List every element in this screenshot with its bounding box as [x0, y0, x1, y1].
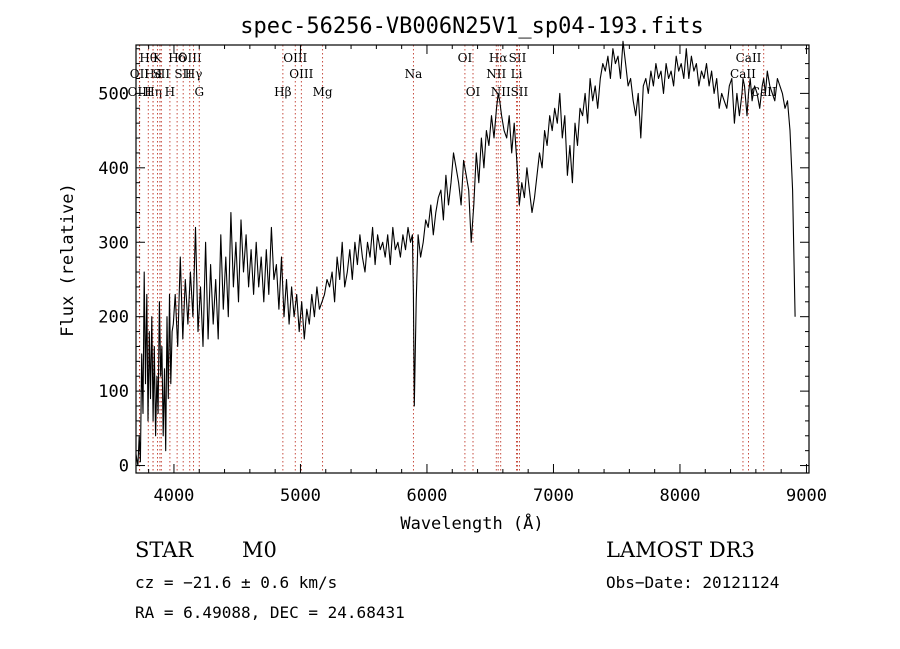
y-tick-label: 400	[98, 159, 129, 179]
ra-dec: RA = 6.49088, DEC = 24.68431	[135, 603, 405, 622]
x-axis-ticks: 4000 5000 6000 7000 8000 9000	[148, 45, 827, 506]
line-label: Hδ	[168, 51, 186, 65]
spectrum-line	[135, 40, 796, 467]
line-label: SII	[511, 85, 529, 99]
line-label: CaII	[730, 67, 756, 81]
line-label: OIII	[289, 67, 313, 81]
line-label: G	[194, 85, 204, 99]
line-label: SII	[152, 67, 170, 81]
y-axis-ticks: 0 100 200 300 400 500	[98, 48, 809, 477]
line-label: OIII	[283, 51, 307, 65]
y-tick-label: 100	[98, 382, 129, 402]
line-label: Hα	[489, 51, 508, 65]
chart-title: spec-56256-VB006N25V1_sp04-193.fits	[240, 14, 704, 39]
line-label: K	[153, 51, 163, 65]
line-label: OI	[458, 51, 473, 65]
line-label: CaII	[736, 51, 762, 65]
line-label: NII	[486, 67, 506, 81]
x-tick-label: 5000	[280, 486, 321, 506]
line-label: Hβ	[274, 85, 291, 99]
line-label: Li	[511, 67, 523, 81]
line-label: NII	[491, 85, 511, 99]
line-label: Mg	[313, 85, 333, 99]
line-label: Na	[405, 67, 423, 81]
x-tick-label: 6000	[406, 486, 447, 506]
line-label: Hγ	[185, 67, 203, 81]
line-label: OIII	[178, 51, 202, 65]
object-class: STAR	[135, 538, 194, 562]
line-label: SII	[174, 67, 192, 81]
line-label: OIII	[128, 85, 152, 99]
line-label: I	[158, 67, 163, 81]
line-label: OI	[466, 85, 481, 99]
observation-date: Obs−Date: 20121124	[606, 573, 780, 592]
line-label: SII	[509, 51, 527, 65]
x-tick-label: 8000	[659, 486, 700, 506]
x-tick-label: 7000	[533, 486, 574, 506]
x-tick-label: 4000	[153, 486, 194, 506]
y-axis-label: Flux (relative)	[58, 183, 78, 337]
object-subclass: M0	[242, 538, 277, 562]
x-axis-label: Wavelength (Å)	[400, 512, 543, 534]
y-tick-label: 500	[98, 84, 129, 104]
y-tick-label: 0	[119, 457, 129, 477]
line-label: H	[165, 85, 175, 99]
y-tick-label: 300	[98, 233, 129, 253]
survey-name: LAMOST DR3	[606, 538, 755, 562]
line-label: Hη	[144, 85, 162, 99]
y-tick-label: 200	[98, 308, 129, 328]
x-tick-label: 9000	[786, 486, 827, 506]
plot-frame	[135, 44, 810, 474]
redshift-velocity: cz = −21.6 ± 0.6 km/s	[135, 573, 338, 592]
